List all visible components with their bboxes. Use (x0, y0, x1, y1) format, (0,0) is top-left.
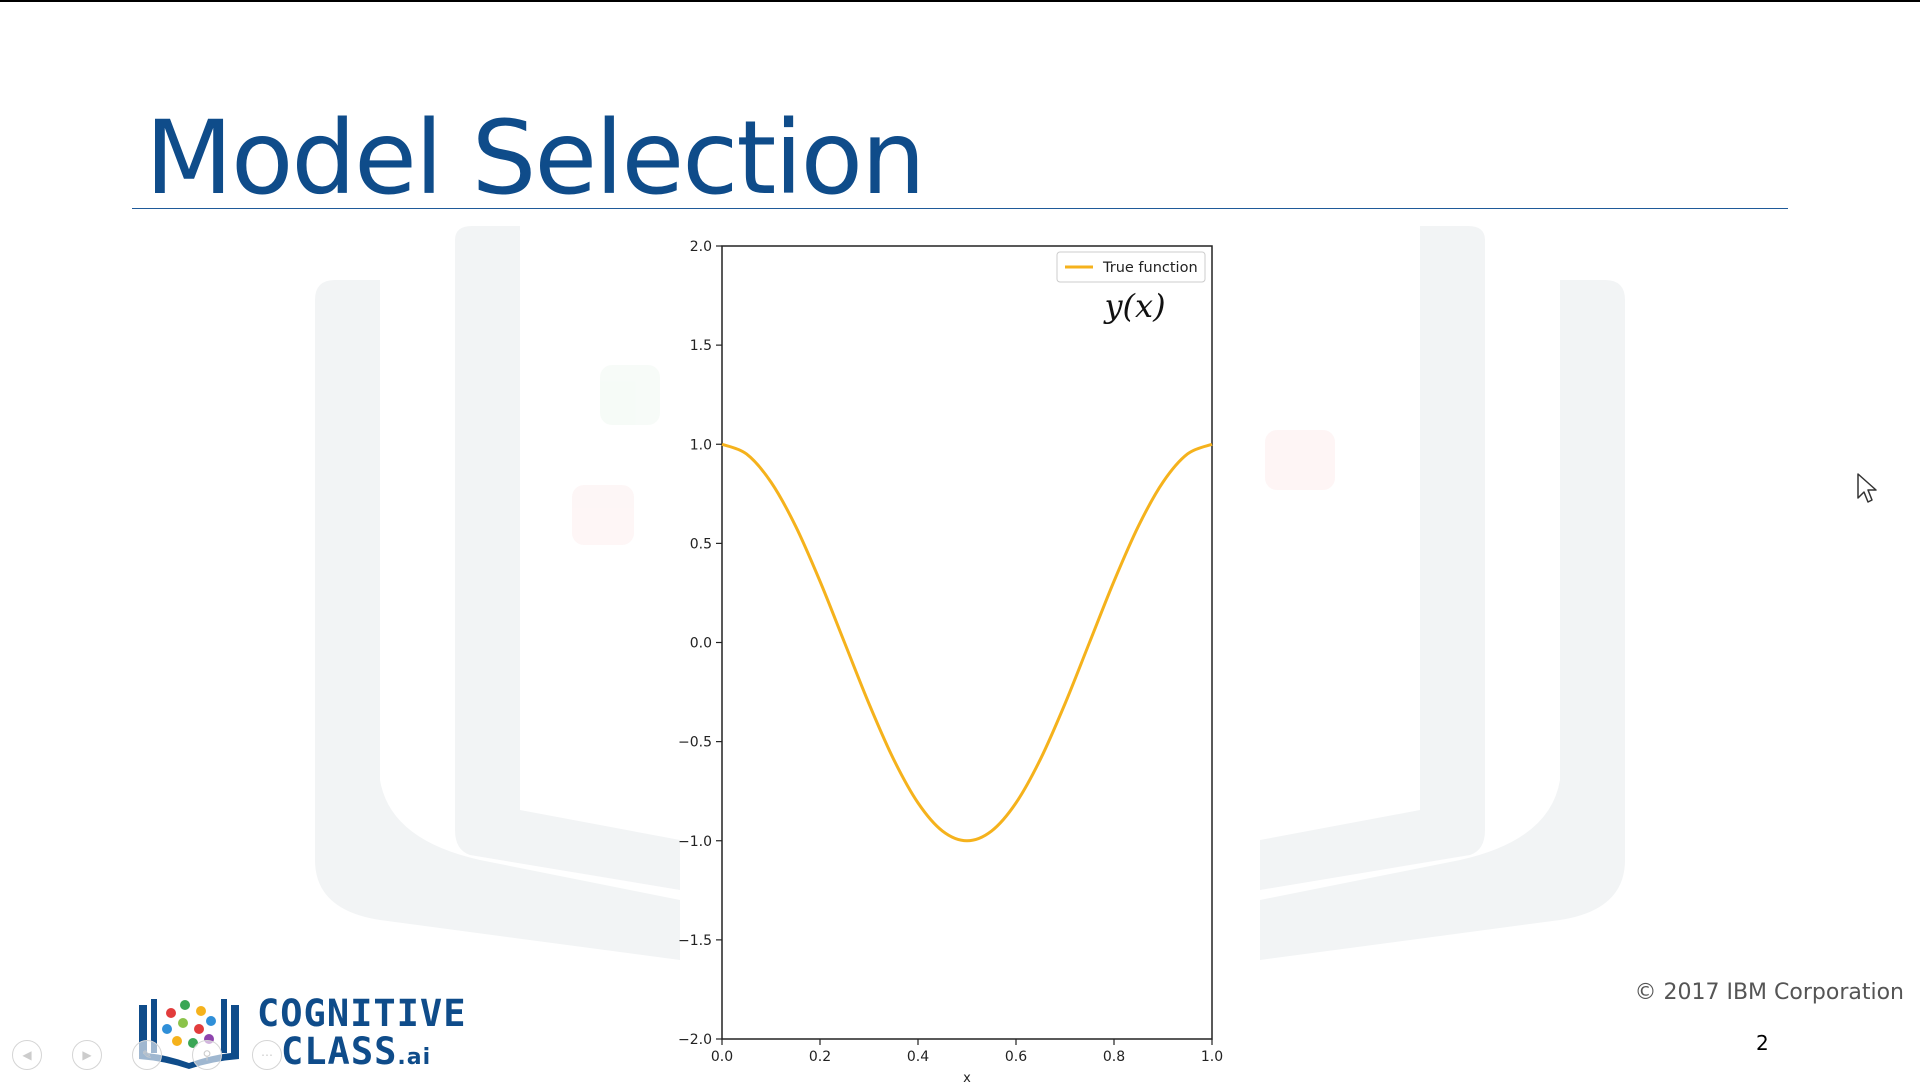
copyright-notice: © 2017 IBM Corporation (1634, 980, 1905, 1005)
x-tick-label: 0.2 (809, 1049, 831, 1065)
slideshow-controls: ◀ ▶ ✎ ⚲ ⋯ (12, 1040, 282, 1070)
y-tick-label: 1.5 (690, 338, 712, 354)
function-annotation: y(x) (1102, 287, 1165, 325)
title-underline (132, 208, 1788, 209)
x-tick-label: 0.8 (1103, 1049, 1125, 1065)
y-tick-label: −0.5 (678, 735, 712, 751)
top-border (0, 0, 1920, 2)
mouse-pointer-icon (1857, 473, 1877, 503)
slide-page-number: 2 (1756, 1031, 1769, 1055)
legend-box (1056, 251, 1206, 283)
y-tick-label: 1.0 (690, 437, 712, 453)
true-function-line (721, 442, 1213, 843)
pen-icon[interactable]: ✎ (132, 1040, 162, 1070)
plot-frame (721, 245, 1213, 1040)
slide-title: Model Selection (145, 99, 926, 218)
x-tick-label: 0.4 (907, 1049, 929, 1065)
previous-slide-icon[interactable]: ◀ (12, 1040, 42, 1070)
x-axis-label: x (963, 1071, 971, 1086)
y-tick-label: −2.0 (678, 1032, 712, 1048)
line-chart: 2.0 1.5 1.0 0.5 0.0 −0.5 −1.0 −1.5 −2.0 0.0 0.2 0.… (678, 239, 1223, 1086)
zoom-icon[interactable]: ⚲ (192, 1040, 222, 1070)
logo-text-suffix: .ai (397, 1044, 432, 1070)
next-slide-icon[interactable]: ▶ (72, 1040, 102, 1070)
y-tick-label: 2.0 (690, 239, 712, 255)
legend: True function (1056, 251, 1206, 283)
logo-text-cognitive: COGNITIVE (257, 992, 467, 1035)
y-tick-label: −1.5 (678, 933, 712, 949)
y-tick-label: 0.0 (690, 636, 712, 652)
y-tick-label: 0.5 (690, 536, 712, 552)
logo-text-class: CLASS (281, 1029, 398, 1073)
x-tick-label: 0.0 (711, 1049, 733, 1065)
y-tick-label: −1.0 (678, 834, 712, 850)
more-icon[interactable]: ⋯ (252, 1040, 282, 1070)
x-tick-label: 1.0 (1201, 1049, 1223, 1065)
x-tick-label: 0.6 (1005, 1049, 1027, 1065)
legend-label: True function (1102, 260, 1198, 276)
book-watermark-icon (315, 226, 1625, 960)
